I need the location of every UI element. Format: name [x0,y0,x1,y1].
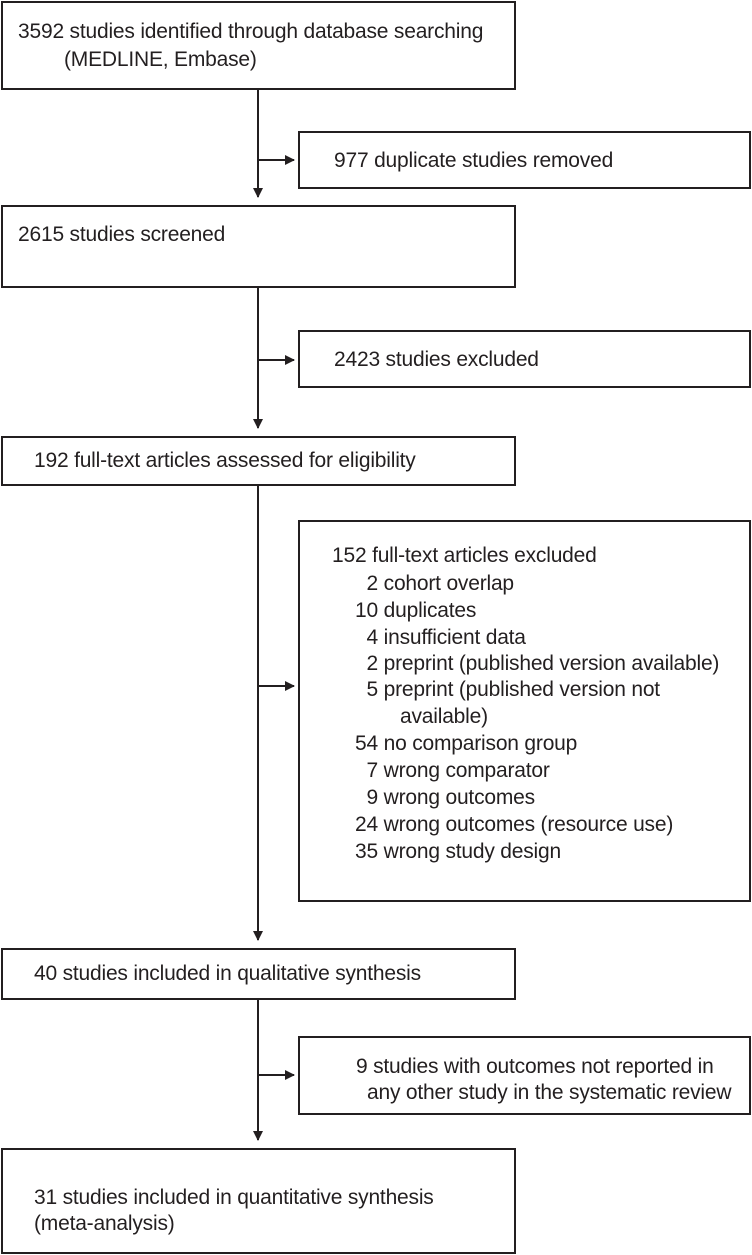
qualitative-box [1,948,516,1000]
identified-line2: (MEDLINE, Embase) [64,48,257,71]
not-reported-box [298,1036,751,1115]
quantitative-line2: (meta-analysis) [34,1212,175,1235]
quantitative-box [1,1148,516,1254]
list-item: 9 wrong outcomes [366,786,536,809]
duplicates-removed-box [298,131,751,189]
list-item: 5 preprint (published version not [366,678,661,701]
screened-box [1,205,516,288]
not-reported-line2: any other study in the systematic review [367,1081,732,1104]
excluded-text: 2423 studies excluded [334,348,539,371]
fulltext-excluded-box [298,520,751,902]
list-item: 2 cohort overlap [366,572,515,595]
list-item: 24 wrong outcomes (resource use) [355,813,674,836]
list-item: 10 duplicates [355,599,477,622]
list-item: 7 wrong comparator [366,759,550,782]
list-item: 2 preprint (published version available) [366,652,720,675]
screened-text: 2615 studies screened [18,223,226,246]
not-reported-line1: 9 studies with outcomes not reported in [356,1055,714,1078]
list-item: 54 no comparison group [355,732,578,755]
assessed-text: 192 full-text articles assessed for elig… [34,449,416,472]
duplicates-removed-text: 977 duplicate studies removed [334,149,614,172]
assessed-box [1,436,516,486]
list-item: 4 insufficient data [366,626,526,649]
quantitative-line1: 31 studies included in quantitative synt… [34,1186,434,1209]
fulltext-excluded-header: 152 full-text articles excluded [332,544,597,567]
list-item-continuation: available) [400,705,488,728]
identified-line1: 3592 studies identified through database… [18,20,484,43]
list-item: 35 wrong study design [355,840,561,863]
excluded-box [298,330,751,388]
identified-box [1,1,516,90]
qualitative-text: 40 studies included in qualitative synth… [34,962,421,985]
